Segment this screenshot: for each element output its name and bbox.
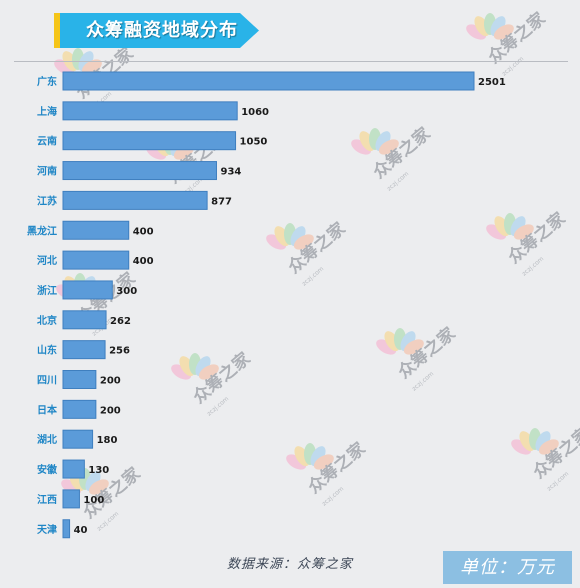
- bar: [62, 459, 85, 479]
- category-label: 广东: [37, 75, 57, 88]
- value-label: 1060: [241, 107, 269, 118]
- value-label: 300: [116, 286, 137, 297]
- value-label: 180: [97, 435, 118, 446]
- bar-chart: 广东 2501 上海 1060 云南 1050 河南 934 江苏 877 黑龙江 400 河北 400 浙…: [27, 71, 506, 539]
- category-label: 湖北: [37, 433, 57, 446]
- title-banner-shape: [54, 13, 259, 48]
- category-label: 上海: [37, 105, 57, 118]
- value-label: 130: [88, 465, 109, 476]
- bar: [62, 131, 237, 151]
- bar: [62, 429, 94, 449]
- category-label: 山东: [37, 344, 57, 357]
- bar: [62, 280, 113, 300]
- value-label: 877: [211, 196, 232, 207]
- value-label: 200: [100, 376, 121, 387]
- unit-badge: 单位：万元: [443, 551, 572, 584]
- chart-title: 众筹融资地域分布: [86, 20, 238, 41]
- category-label: 江西: [37, 493, 57, 506]
- value-label: 256: [109, 346, 130, 357]
- bar: [62, 71, 475, 91]
- value-label: 40: [74, 525, 88, 536]
- header-divider: [14, 61, 568, 62]
- category-label: 云南: [37, 135, 57, 148]
- bar: [62, 340, 106, 360]
- category-label: 天津: [37, 523, 57, 536]
- bar: [62, 220, 130, 240]
- category-label: 江苏: [37, 194, 57, 207]
- category-label: 四川: [37, 375, 57, 387]
- category-label: 北京: [37, 314, 57, 327]
- bar: [62, 101, 238, 121]
- value-label: 1050: [240, 137, 268, 148]
- bar: [62, 399, 97, 419]
- category-label: 河南: [37, 165, 57, 178]
- category-label: 浙江: [37, 284, 57, 297]
- value-label: 934: [220, 167, 241, 178]
- value-label: 262: [110, 316, 131, 327]
- bar: [62, 161, 217, 181]
- bar: [62, 250, 130, 270]
- category-label: 安徽: [37, 463, 58, 476]
- value-label: 2501: [478, 77, 506, 88]
- bar: [62, 310, 107, 330]
- bar: [62, 190, 208, 210]
- bar: [62, 489, 80, 509]
- data-source-label: 数据来源：众筹之家: [226, 557, 353, 572]
- value-label: 200: [100, 405, 121, 416]
- value-label: 400: [133, 256, 154, 267]
- category-label: 河北: [37, 254, 57, 267]
- value-label: 400: [133, 226, 154, 237]
- bar: [62, 370, 97, 389]
- title-banner: 众筹融资地域分布: [54, 13, 259, 48]
- category-label: 黑龙江: [27, 224, 57, 237]
- bar: [62, 519, 71, 539]
- category-label: 日本: [37, 403, 58, 416]
- value-label: 100: [83, 495, 104, 506]
